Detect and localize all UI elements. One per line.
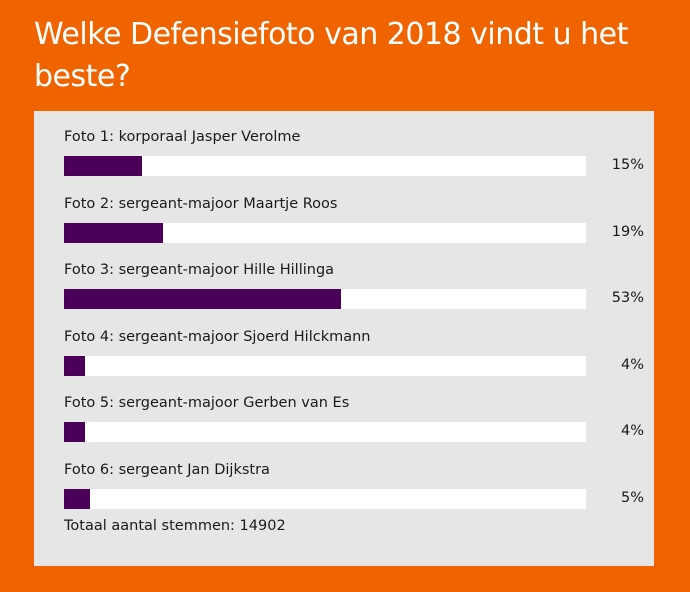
result-bar-fill — [64, 355, 85, 376]
poll-option: Foto 6: sergeant Jan Dijkstra 5% — [64, 452, 644, 512]
option-percentage: 19% — [611, 223, 644, 240]
poll-title: Welke Defensiefoto van 2018 vindt u het … — [34, 17, 628, 94]
result-bar-fill — [64, 222, 164, 243]
option-percentage: 4% — [620, 356, 644, 373]
result-bar-track — [64, 488, 586, 509]
option-percentage: 5% — [620, 489, 644, 506]
poll-results-panel: Foto 1: korporaal Jasper Verolme 15% Foto… — [34, 111, 654, 566]
result-bar-track — [64, 156, 586, 176]
option-label: Foto 5: sergeant-majoor Gerben van Es — [64, 395, 350, 411]
result-bar-fill — [64, 156, 143, 176]
poll-option: Foto 5: sergeant-majoor Gerben van Es 4% — [64, 385, 644, 445]
poll-option: Foto 3: sergeant-majoor Hille Hillinga 5… — [64, 252, 644, 312]
poll-option: Foto 4: sergeant-majoor Sjoerd Hilckmann… — [64, 319, 644, 379]
result-bar-fill — [64, 422, 85, 442]
poll-option: Foto 2: sergeant-majoor Maartje Roos 19% — [64, 186, 644, 246]
option-label: Foto 1: korporaal Jasper Verolme — [64, 129, 301, 145]
option-label: Foto 4: sergeant-majoor Sjoerd Hilckmann — [64, 328, 371, 345]
result-bar-fill — [64, 289, 341, 309]
result-bar-track — [64, 222, 586, 243]
result-bar-track — [64, 422, 586, 442]
total-votes: Totaal aantal stemmen: 14902 — [64, 518, 286, 534]
option-label: Foto 6: sergeant Jan Dijkstra — [64, 461, 270, 478]
result-bar-track — [64, 355, 586, 376]
option-percentage: 15% — [611, 157, 644, 173]
option-label: Foto 3: sergeant-majoor Hille Hillinga — [64, 262, 335, 278]
option-label: Foto 2: sergeant-majoor Maartje Roos — [64, 195, 338, 212]
option-percentage: 4% — [620, 423, 644, 439]
result-bar-fill — [64, 488, 91, 509]
option-percentage: 53% — [611, 290, 644, 306]
result-bar-track — [64, 289, 586, 309]
poll-option: Foto 1: korporaal Jasper Verolme 15% — [64, 119, 644, 179]
